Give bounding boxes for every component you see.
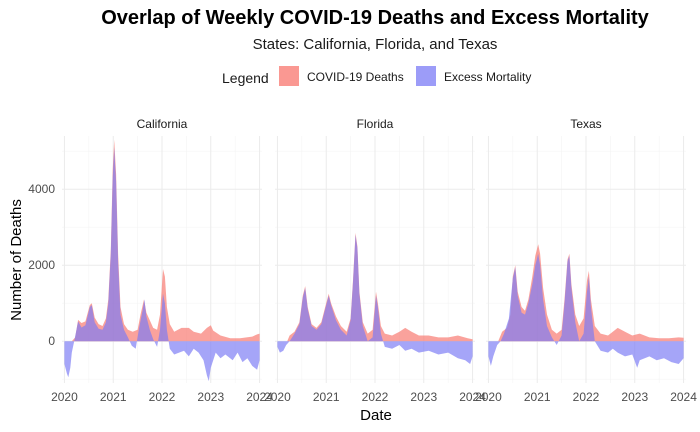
y-tick-label: 4000 [28,182,55,196]
x-tick-label: 2020 [475,390,502,404]
x-tick-label: 2024 [246,390,273,404]
x-tick-label: 2023 [410,390,437,404]
legend-swatch-covid [279,66,299,86]
legend-swatch-excess [416,66,436,86]
facet-panels: California 2020 2021 2022 2023 2024 0 2000 4000 F… [28,117,697,404]
panel-title: California [137,117,188,131]
y-tick-label: 0 [48,334,55,348]
panel-title: Florida [357,117,394,131]
legend-label-excess: Excess Mortality [444,70,531,84]
panel-title: Texas [570,117,601,131]
legend-label-covid: COVID-19 Deaths [307,70,404,84]
x-tick-label: 2022 [149,390,176,404]
series-area-excess-mortality [64,147,260,382]
x-axis-title: Date [360,407,392,424]
series-area-excess-mortality [488,253,684,368]
panel-texas: Texas 2020 2021 2022 2023 2024 [475,117,697,404]
x-tick-label: 2020 [51,390,78,404]
x-tick-label: 2022 [362,390,389,404]
chart-subtitle: States: California, Florida, and Texas [253,36,498,53]
legend: Legend COVID-19 Deaths Excess Mortality [222,66,531,86]
y-tick-label: 2000 [28,258,55,272]
panel-florida: Florida 2020 2021 2022 2023 2024 [264,117,486,404]
x-tick-label: 2021 [524,390,551,404]
x-tick-label: 2023 [197,390,224,404]
x-tick-label: 2020 [264,390,291,404]
x-tick-label: 2024 [459,390,486,404]
x-tick-label: 2024 [670,390,697,404]
y-axis-title: Number of Deaths [8,199,25,321]
x-tick-label: 2023 [621,390,648,404]
panel-california: California 2020 2021 2022 2023 2024 0 2000 4000 [28,117,273,404]
x-tick-label: 2021 [100,390,127,404]
x-tick-label: 2021 [313,390,340,404]
legend-title: Legend [222,70,269,86]
chart-title: Overlap of Weekly COVID-19 Deaths and Ex… [101,7,649,29]
x-tick-label: 2022 [573,390,600,404]
series-area-excess-mortality [277,234,473,364]
